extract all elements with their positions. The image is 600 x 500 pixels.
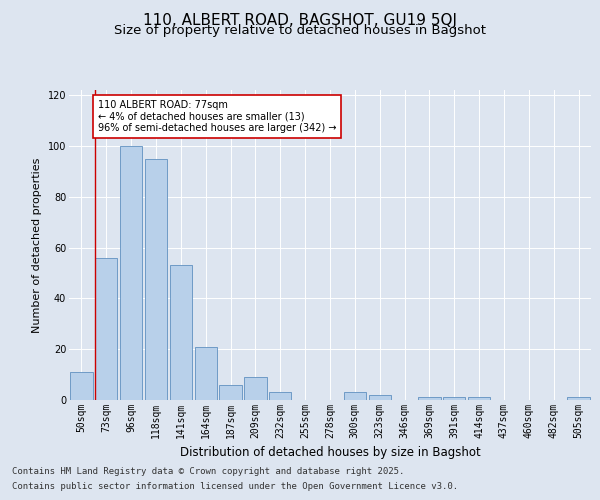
- Bar: [194, 346, 217, 400]
- Bar: [145, 158, 167, 400]
- Bar: [170, 266, 192, 400]
- Bar: [120, 146, 142, 400]
- X-axis label: Distribution of detached houses by size in Bagshot: Distribution of detached houses by size …: [179, 446, 481, 460]
- Text: Contains public sector information licensed under the Open Government Licence v3: Contains public sector information licen…: [12, 482, 458, 491]
- Y-axis label: Number of detached properties: Number of detached properties: [32, 158, 42, 332]
- Bar: [443, 398, 466, 400]
- Text: 110 ALBERT ROAD: 77sqm
← 4% of detached houses are smaller (13)
96% of semi-deta: 110 ALBERT ROAD: 77sqm ← 4% of detached …: [98, 100, 336, 134]
- Bar: [70, 372, 92, 400]
- Text: 110, ALBERT ROAD, BAGSHOT, GU19 5QJ: 110, ALBERT ROAD, BAGSHOT, GU19 5QJ: [143, 12, 457, 28]
- Bar: [244, 377, 266, 400]
- Text: Contains HM Land Registry data © Crown copyright and database right 2025.: Contains HM Land Registry data © Crown c…: [12, 467, 404, 476]
- Bar: [95, 258, 118, 400]
- Bar: [220, 385, 242, 400]
- Bar: [368, 395, 391, 400]
- Bar: [418, 398, 440, 400]
- Text: Size of property relative to detached houses in Bagshot: Size of property relative to detached ho…: [114, 24, 486, 37]
- Bar: [468, 398, 490, 400]
- Bar: [344, 392, 366, 400]
- Bar: [568, 398, 590, 400]
- Bar: [269, 392, 292, 400]
